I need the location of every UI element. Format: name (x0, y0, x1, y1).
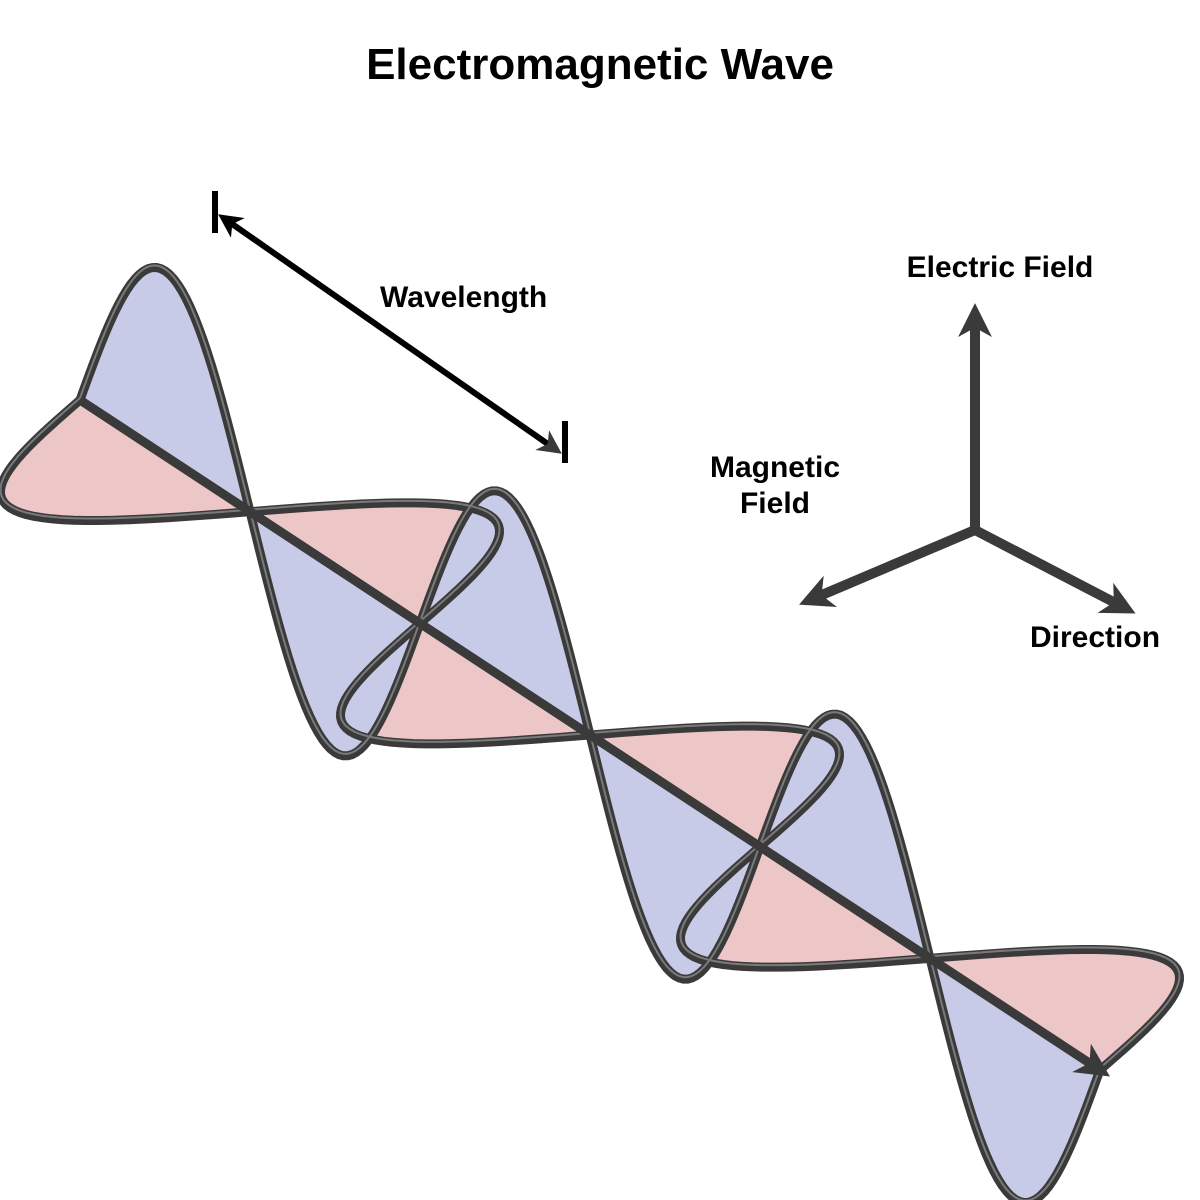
wavelength-marker (215, 191, 565, 463)
magnetic-field-label: Magnetic Field (680, 450, 870, 522)
wavelength-label: Wavelength (380, 280, 547, 316)
propagation-axis (80, 400, 1100, 1070)
electric-field-label: Electric Field (870, 250, 1130, 286)
axis-magnetic (810, 530, 975, 600)
em-wave-diagram (0, 0, 1200, 1200)
axis-direction (975, 530, 1125, 608)
direction-label: Direction (1030, 620, 1160, 656)
